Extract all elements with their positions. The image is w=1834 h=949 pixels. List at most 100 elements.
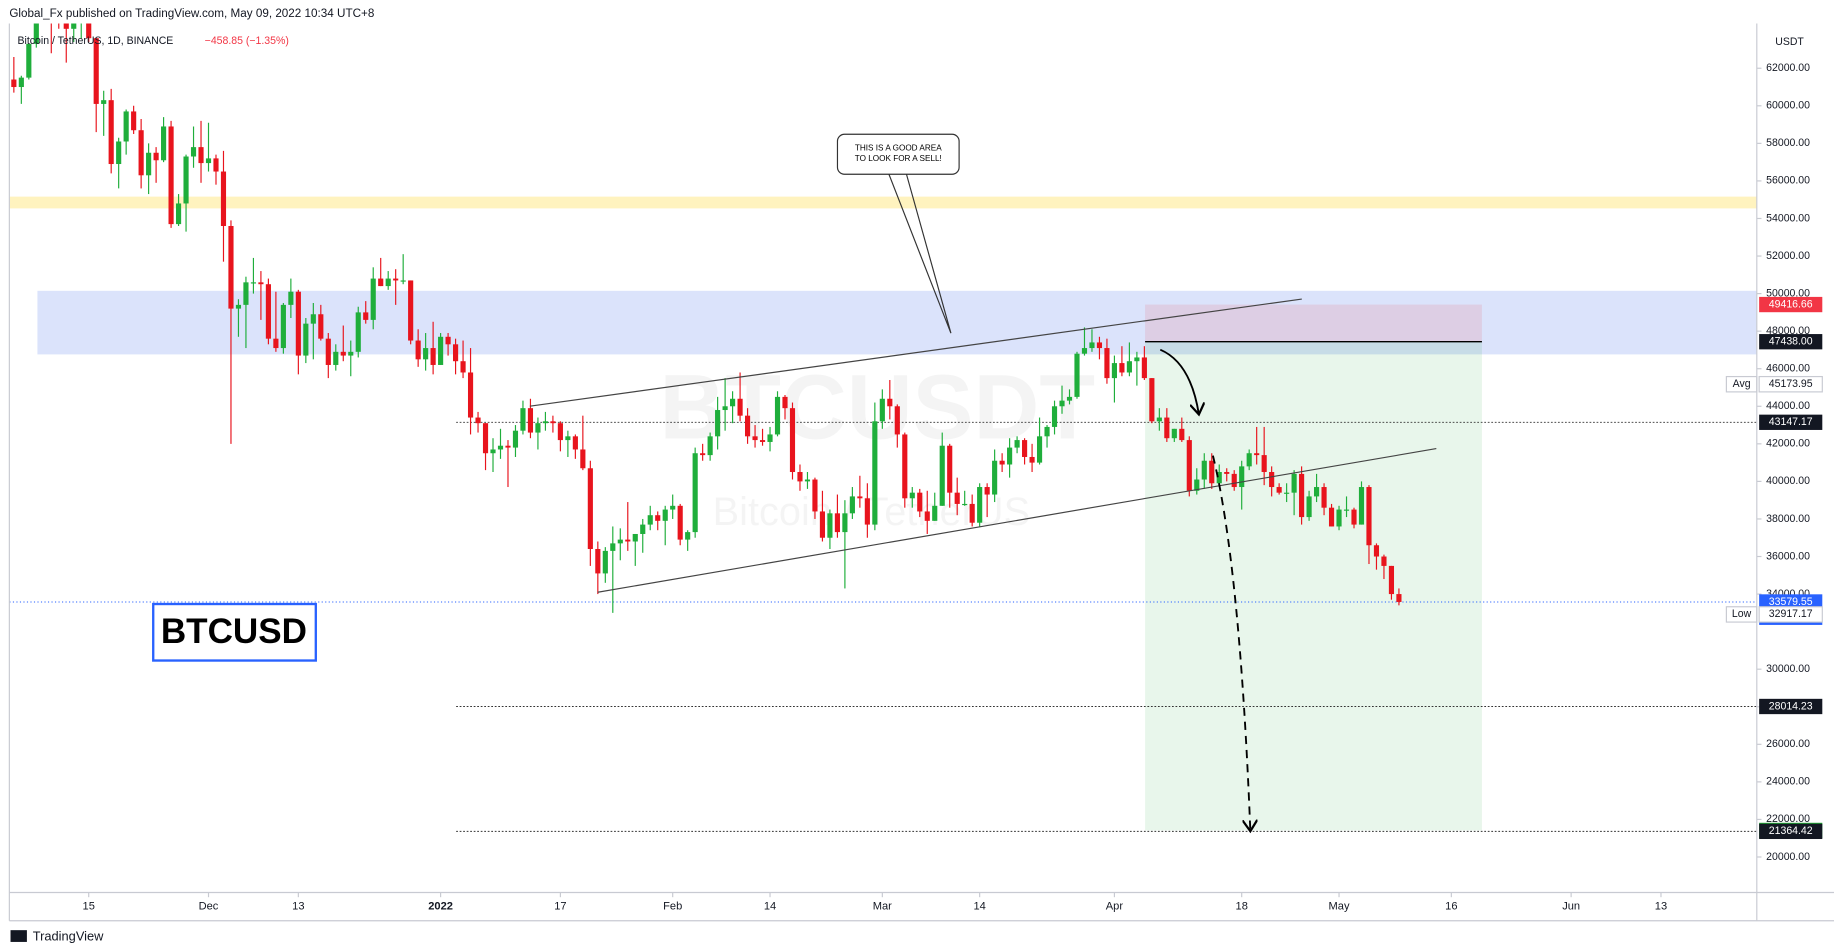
candle-body bbox=[1156, 417, 1162, 422]
candle-body bbox=[535, 423, 541, 433]
candle-body bbox=[640, 524, 646, 534]
candle-body bbox=[595, 549, 601, 574]
y-tick-label: 30000.00 bbox=[1766, 663, 1810, 675]
candle-body bbox=[744, 415, 751, 437]
candle-body bbox=[999, 460, 1005, 465]
y-tick-label: 56000.00 bbox=[1766, 175, 1810, 187]
candle-body bbox=[453, 344, 459, 362]
candle-body bbox=[228, 225, 234, 309]
candle-body bbox=[146, 152, 152, 176]
candle-body bbox=[408, 280, 414, 341]
currency-box bbox=[1768, 27, 1811, 53]
price-label: 47438.00 bbox=[1769, 335, 1813, 347]
x-tick-label: 14 bbox=[764, 901, 776, 913]
candle-body bbox=[280, 304, 286, 349]
candle-body bbox=[423, 348, 429, 360]
candle-body bbox=[1351, 509, 1357, 525]
candle-body bbox=[924, 511, 930, 521]
candle-body bbox=[812, 479, 818, 512]
candle-body bbox=[887, 398, 893, 407]
candle-body bbox=[505, 445, 511, 448]
candle-body bbox=[1066, 396, 1073, 401]
candle-body bbox=[662, 509, 668, 521]
candle-body bbox=[460, 361, 466, 373]
candle-body bbox=[273, 338, 279, 349]
candle-body bbox=[827, 513, 833, 538]
price-label-box bbox=[1759, 334, 1823, 350]
candle-body bbox=[759, 440, 766, 442]
y-tick-label: 42000.00 bbox=[1766, 438, 1810, 450]
price-label-box bbox=[1759, 698, 1823, 715]
footer: TradingView bbox=[33, 929, 104, 944]
candle-body bbox=[1194, 479, 1200, 491]
y-tick-label: 54000.00 bbox=[1766, 212, 1810, 224]
candle-body bbox=[902, 434, 908, 499]
y-tick-label: 60000.00 bbox=[1766, 100, 1810, 112]
candle-body bbox=[303, 323, 309, 356]
candle-body bbox=[438, 336, 444, 365]
candle-body bbox=[497, 445, 504, 450]
price-label: 32917.17 bbox=[1769, 608, 1813, 620]
candle-body bbox=[220, 171, 227, 226]
candle-body bbox=[954, 492, 960, 504]
price-label: 33579.55 bbox=[1769, 596, 1813, 608]
candle-body bbox=[520, 408, 526, 431]
y-tick-label: 36000.00 bbox=[1766, 550, 1810, 562]
candle-body bbox=[542, 421, 548, 424]
candle-body bbox=[340, 351, 346, 356]
candle-body bbox=[1201, 460, 1207, 480]
candle-body bbox=[161, 126, 167, 161]
candle-body bbox=[962, 503, 968, 506]
candle-body bbox=[565, 436, 571, 441]
candle-body bbox=[116, 141, 122, 165]
y-tick-label: 44000.00 bbox=[1766, 400, 1810, 412]
candle-body bbox=[295, 291, 301, 356]
candle-body bbox=[1007, 447, 1013, 465]
resistance-zone bbox=[37, 290, 1757, 355]
candle-body bbox=[557, 423, 563, 441]
candle-body bbox=[909, 492, 915, 499]
channel-upper bbox=[529, 298, 1302, 407]
candle-body bbox=[415, 340, 421, 360]
candle-body bbox=[325, 338, 331, 365]
candle-body bbox=[482, 423, 489, 454]
candle-body bbox=[1186, 440, 1192, 491]
candle-body bbox=[258, 282, 264, 285]
candle-body bbox=[849, 496, 855, 514]
candle-body bbox=[1381, 556, 1387, 566]
candle-body bbox=[819, 511, 826, 538]
candle-body bbox=[333, 351, 339, 365]
candle-body bbox=[183, 156, 189, 204]
candle-body bbox=[1254, 453, 1260, 456]
candle-body bbox=[1014, 440, 1020, 448]
candle-body bbox=[602, 550, 608, 574]
candle-body bbox=[1059, 400, 1065, 407]
candle-body bbox=[767, 434, 773, 442]
y-tick-label: 52000.00 bbox=[1766, 250, 1810, 262]
y-tick-label: 62000.00 bbox=[1766, 62, 1810, 74]
candle-body bbox=[355, 312, 361, 352]
candle-body bbox=[1074, 353, 1080, 397]
candle-body bbox=[1216, 472, 1222, 484]
candle-body bbox=[1396, 594, 1402, 602]
candle-body bbox=[378, 278, 384, 287]
candle-body bbox=[610, 543, 616, 551]
price-label-box bbox=[1758, 375, 1823, 393]
candle-body bbox=[947, 445, 953, 493]
candle-body bbox=[190, 147, 197, 157]
y-tick-label: 48000.00 bbox=[1766, 325, 1810, 337]
candle-body bbox=[730, 398, 736, 407]
x-tick-label: 17 bbox=[554, 901, 566, 913]
y-tick-label: 26000.00 bbox=[1766, 738, 1810, 750]
x-tick-label: Feb bbox=[663, 901, 682, 913]
candle-body bbox=[123, 111, 129, 142]
candle-body bbox=[789, 408, 796, 473]
candle-body bbox=[1336, 509, 1342, 527]
price-label: 28014.23 bbox=[1769, 700, 1813, 712]
candle-body bbox=[93, 38, 99, 104]
y-tick-label: 50000.00 bbox=[1766, 287, 1810, 299]
x-tick-label: Jun bbox=[1562, 901, 1580, 913]
candle-body bbox=[804, 479, 811, 482]
candle-body bbox=[1284, 492, 1290, 494]
candle-body bbox=[655, 515, 661, 521]
